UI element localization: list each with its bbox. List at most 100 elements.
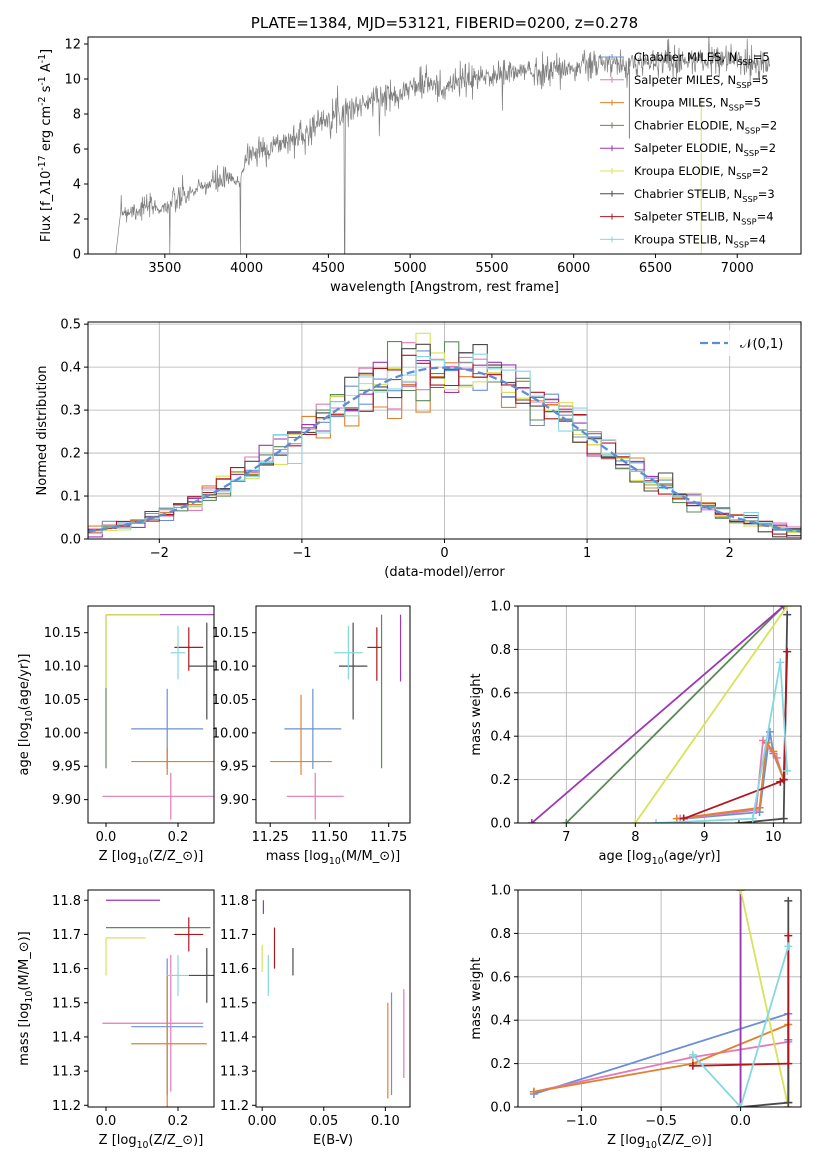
legend-label: 𝒩(0,1) [740,337,783,352]
label-fragment: Kroupa ELODIE, N [634,164,736,178]
y-tick-label: 0.0 [60,533,81,548]
label-fragment: )] [193,1133,203,1148]
weight-marker [736,1103,745,1107]
error-bar-point [167,954,189,996]
weight-marker [784,1098,793,1107]
label-fragment: =2 [752,164,769,178]
weight-marker [779,775,788,784]
y-tick-label: 10.10 [44,660,81,675]
y-tick-label: 9.90 [220,793,249,808]
y-tick-label: 0.1 [60,490,81,505]
label-fragment: )] [193,849,203,864]
label-fragment: mass [log [17,1003,32,1066]
x-tick-label: 6500 [639,261,672,276]
x-tick-label: 2 [726,546,734,561]
label-fragment: Kroupa STELIB, N [634,232,734,246]
y-tick-label: 11.4 [52,1030,81,1045]
label-fragment: erg cm [39,106,54,155]
label-fragment: SSP [737,57,752,67]
label-fragment: Chabrier STELIB, N [634,187,742,201]
y-tick-label: 0.4 [490,730,511,745]
weight-line [692,946,790,1107]
label-fragment: Chabrier MILES, N [634,50,737,64]
spectrum-line [115,37,771,254]
label-fragment: Chabrier ELODIE, N [634,118,745,132]
y-tick-label: 0.2 [60,447,81,462]
label-fragment: =2 [759,141,776,155]
weight-line [634,606,788,823]
y-axis-label: Flux [f_λ10-17​ erg cm-2​ s-1​ A-1​] [37,49,54,242]
label-fragment: -1 [37,76,48,85]
x-tick-label: −0.5 [645,1114,677,1129]
label-fragment: _⊙ [17,941,32,959]
label-fragment: mass weight [469,957,484,1039]
y-tick-label: 10.05 [212,693,249,708]
axes-frame [255,605,411,824]
x-tick-label: 5000 [394,261,427,276]
chart-title: PLATE=1384, MJD=53121, FIBERID=0200, z=0… [251,14,638,32]
label-fragment: (Z/Z [149,1133,176,1148]
x-tick-label: 7 [562,830,570,845]
plot-area [88,332,801,539]
weight-marker [529,1087,538,1096]
y-tick-label: 11.8 [220,894,249,909]
label-fragment: )] [390,849,400,864]
x-axis-label: Z [log10​(Z/Z_⊙)] [607,1133,712,1151]
y-tick-label: 11.3 [52,1065,81,1080]
y-tick-label: 4 [73,178,81,193]
weight-vs-metallicity: −1.0 −0.5 0.0 0.0 0.2 0.4 0.6 0.8 1.0 Z [log10​(Z… [469,884,802,1151]
y-tick-label: 0 [73,248,81,263]
label-fragment: =4 [749,232,766,246]
axes-frame [87,889,215,1108]
x-axis-label: age [log10​(age/yr)] [599,849,721,867]
label-fragment: Flux [f [39,201,54,242]
weight-marker [688,1061,697,1070]
x-tick-label: 4000 [230,261,263,276]
weight-series [736,896,793,1107]
legend-label: Kroupa STELIB, NSSP​=4 [634,232,766,249]
weight-series [679,647,792,823]
x-tick-label: 8 [631,830,639,845]
weight-line [739,890,790,1107]
legend-label: Chabrier MILES, NSSP​=5 [634,50,770,67]
x-tick-label: 3500 [148,261,181,276]
y-tick-label: 10.15 [44,626,81,641]
label-fragment: s [39,85,54,96]
x-axis-label: wavelength [Angstrom, rest frame] [330,280,559,295]
weight-marker [784,931,793,940]
label-fragment: (Z/Z [657,1133,684,1148]
weight-marker [562,819,571,823]
y-tick-label: 6 [73,143,81,158]
label-fragment: 10 [39,171,54,188]
gaussian-curve [88,366,801,533]
plot-area [115,37,771,254]
label-fragment: SSP [742,194,757,204]
age-vs-mass: 11.25 11.50 11.75 9.90 9.95 10.00 10.05 10.10 10… [212,605,411,867]
mass-vs-extinction: 0.00 0.05 0.10 11.2 11.3 11.4 11.5 11.6 11.7 11.8… [220,889,411,1148]
y-tick-label: 10 [64,73,81,88]
x-tick-label: 5500 [475,261,508,276]
label-fragment: E(B-V) [313,1133,353,1148]
weight-marker [779,814,788,823]
y-tick-label: 11.3 [220,1065,249,1080]
weight-marker [784,896,793,905]
y-tick-label: 12 [64,38,81,53]
x-tick-label: 10 [765,830,782,845]
y-tick-label: 0.6 [490,970,511,985]
label-fragment: wavelength [Angstrom, rest frame] [330,280,559,295]
label-fragment: A [39,63,54,76]
label-fragment: 10 [24,991,35,1003]
label-fragment: Z [log [99,849,137,864]
legend-label: Salpeter STELIB, NSSP​=4 [634,210,774,227]
x-tick-label: 4500 [312,261,345,276]
y-tick-label: 11.2 [220,1099,249,1114]
label-fragment: Salpeter MILES, N [634,73,736,87]
x-tick-label: 0.0 [96,830,117,845]
legend-label: Kroupa ELODIE, NSSP​=2 [634,164,769,181]
x-tick-label: −1.0 [566,1114,598,1129]
label-fragment: =4 [757,210,774,224]
y-tick-label: 10.00 [44,726,81,741]
error-bar-point [131,748,214,775]
plot-area [270,614,402,820]
weight-marker [652,819,661,823]
